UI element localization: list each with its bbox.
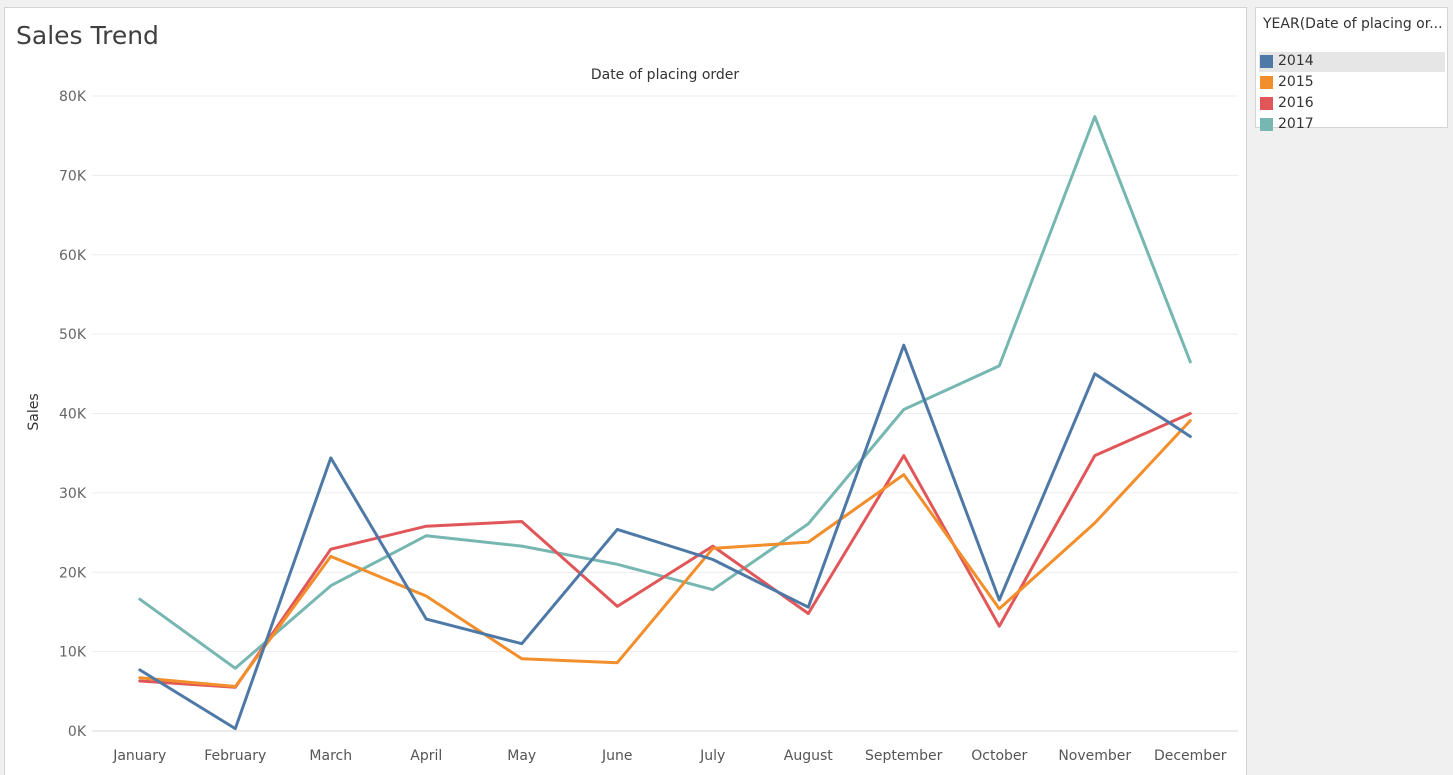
legend-swatch [1260,97,1273,110]
x-axis-ticks: January February March April May June July Augu… [112,748,1227,764]
chart-panel [4,7,1247,775]
legend-item-label: 2016 [1278,95,1314,111]
legend-swatch [1260,55,1273,68]
y-tick-label: 50K [59,327,87,343]
legend-item-2014[interactable]: 2014 [1259,52,1445,72]
x-tick-label: July [699,748,725,764]
legend-item-label: 2015 [1278,74,1314,90]
series-line-2014[interactable] [138,343,1192,731]
series-lines[interactable] [138,115,1192,731]
x-tick-label: February [204,748,266,764]
y-tick-label: 30K [59,486,87,502]
y-tick-label: 20K [59,565,87,581]
x-tick-label: September [865,748,943,764]
y-axis-label: Sales [26,393,42,430]
legend-item-2016[interactable]: 2016 [1259,94,1445,114]
y-tick-label: 80K [59,89,87,105]
legend-item-2017[interactable]: 2017 [1259,115,1445,135]
series-line-2015[interactable] [138,419,1192,688]
chart-title: Date of placing order [591,67,740,83]
legend-item-2015[interactable]: 2015 [1259,73,1445,93]
x-tick-label: April [410,748,442,764]
series-line-2016[interactable] [138,412,1192,689]
series-line-2017[interactable] [138,115,1192,670]
x-tick-label: March [309,748,352,764]
x-tick-label: June [601,748,633,764]
line-chart[interactable]: Date of placing order Sales 0K 10K 20K 30K 4… [0,0,1248,775]
legend-item-highlight [1259,52,1445,72]
y-tick-label: 0K [68,724,87,740]
legend-item-label: 2014 [1278,53,1314,69]
legend-item-label: 2017 [1278,116,1314,132]
y-tick-label: 60K [59,248,87,264]
y-tick-label: 10K [59,645,87,661]
x-tick-label: October [971,748,1027,764]
gridlines [92,95,1238,732]
legend-swatch [1260,76,1273,89]
x-tick-label: November [1058,748,1131,764]
x-tick-label: December [1154,748,1227,764]
x-tick-label: May [507,748,536,764]
x-tick-label: August [784,748,834,764]
legend-title: YEAR(Date of placing or... [1263,16,1443,32]
y-axis-ticks: 0K 10K 20K 30K 40K 50K 60K 70K 80K [59,89,87,740]
y-tick-label: 40K [59,407,87,423]
legend: YEAR(Date of placing or... 2014 2015 201… [1255,7,1448,132]
sheet-title: Sales Trend [16,21,159,50]
legend-swatch [1260,118,1273,131]
y-tick-label: 70K [59,168,87,184]
x-tick-label: January [112,748,166,764]
